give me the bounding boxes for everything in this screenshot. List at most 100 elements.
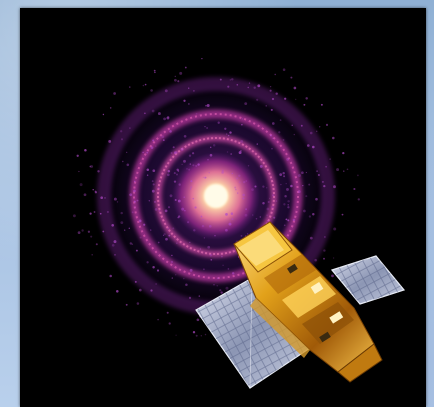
xray-speckle bbox=[188, 154, 192, 157]
xray-speckle bbox=[320, 103, 323, 106]
xray-speckle bbox=[323, 249, 326, 252]
xray-speckle bbox=[295, 98, 297, 101]
xray-speckle bbox=[284, 194, 287, 198]
xray-speckle bbox=[271, 147, 273, 150]
xray-speckle bbox=[114, 253, 116, 256]
xray-speckle bbox=[212, 144, 216, 147]
xray-speckle bbox=[155, 283, 157, 285]
xray-speckle bbox=[265, 187, 268, 189]
xray-speckle bbox=[139, 236, 142, 239]
xray-speckle bbox=[308, 215, 312, 218]
xray-speckle bbox=[172, 146, 175, 149]
xray-speckle bbox=[244, 102, 248, 105]
xray-speckle bbox=[189, 163, 192, 165]
xray-speckle bbox=[251, 214, 254, 216]
xray-speckle bbox=[262, 202, 265, 205]
xray-speckle bbox=[120, 211, 123, 215]
xray-speckle bbox=[94, 190, 97, 193]
xray-speckle bbox=[341, 213, 344, 216]
xray-speckle bbox=[204, 176, 207, 179]
xray-speckle bbox=[357, 174, 359, 177]
xray-speckle bbox=[100, 196, 104, 200]
xray-speckle bbox=[183, 99, 186, 102]
xray-speckle bbox=[254, 185, 257, 188]
xray-speckle bbox=[176, 173, 178, 176]
xray-speckle bbox=[245, 180, 247, 182]
xray-speckle bbox=[167, 116, 170, 119]
xray-speckle bbox=[305, 195, 308, 198]
xray-speckle bbox=[246, 233, 249, 235]
xray-speckle bbox=[77, 231, 81, 235]
xray-speckle bbox=[209, 146, 212, 149]
xray-speckle bbox=[316, 170, 318, 173]
xray-speckle bbox=[271, 122, 275, 125]
xray-speckle bbox=[315, 130, 318, 133]
xray-speckle bbox=[200, 215, 203, 218]
xray-speckle bbox=[282, 138, 285, 141]
xray-speckle bbox=[177, 80, 180, 83]
xray-speckle bbox=[174, 151, 178, 154]
xray-speckle bbox=[283, 175, 286, 178]
xray-speckle bbox=[142, 84, 145, 87]
xray-speckle bbox=[333, 185, 336, 189]
xray-speckle bbox=[135, 249, 138, 252]
xray-speckle bbox=[230, 153, 233, 155]
xray-speckle bbox=[279, 119, 282, 121]
xray-speckle bbox=[186, 168, 188, 170]
xray-speckle bbox=[192, 164, 195, 167]
xray-speckle bbox=[169, 194, 173, 198]
xray-speckle bbox=[146, 174, 149, 176]
xray-speckle bbox=[174, 198, 177, 202]
xray-speckle bbox=[201, 57, 203, 60]
xray-speckle bbox=[133, 200, 136, 203]
xray-speckle bbox=[270, 134, 272, 137]
xray-speckle bbox=[173, 151, 177, 154]
xray-speckle bbox=[120, 138, 124, 141]
xray-speckle bbox=[303, 103, 306, 106]
xray-speckle bbox=[321, 180, 324, 183]
xray-speckle bbox=[158, 210, 161, 212]
xray-speckle bbox=[183, 196, 186, 199]
xray-speckle bbox=[113, 92, 116, 95]
xray-speckle bbox=[116, 201, 119, 203]
xray-speckle bbox=[109, 274, 112, 278]
xray-speckle bbox=[227, 268, 230, 270]
xray-speckle bbox=[102, 113, 105, 116]
xray-speckle bbox=[138, 288, 142, 292]
xray-speckle bbox=[158, 187, 160, 189]
xray-speckle bbox=[168, 234, 171, 237]
xray-speckle bbox=[183, 159, 186, 163]
xray-speckle bbox=[166, 173, 170, 177]
xray-speckle bbox=[229, 131, 232, 134]
xray-speckle bbox=[167, 206, 171, 209]
xray-speckle bbox=[151, 180, 154, 183]
xray-speckle bbox=[282, 171, 285, 175]
xray-speckle bbox=[76, 154, 79, 157]
xray-speckle bbox=[197, 163, 200, 166]
xray-speckle bbox=[300, 124, 303, 127]
xray-speckle bbox=[174, 274, 177, 276]
xray-speckle bbox=[78, 170, 80, 173]
xray-speckle bbox=[129, 86, 131, 88]
xray-speckle bbox=[178, 183, 181, 186]
xray-speckle bbox=[181, 163, 183, 166]
xray-speckle bbox=[129, 127, 131, 129]
xray-speckle bbox=[84, 149, 87, 152]
xray-speckle bbox=[353, 187, 356, 191]
xray-speckle bbox=[94, 191, 98, 194]
xray-speckle bbox=[309, 236, 313, 240]
xray-speckle bbox=[153, 69, 156, 72]
xray-speckle bbox=[175, 242, 178, 245]
xray-speckle bbox=[256, 143, 258, 145]
xray-speckle bbox=[237, 192, 239, 194]
xray-speckle bbox=[283, 203, 286, 206]
xray-speckle bbox=[136, 302, 140, 305]
xray-speckle bbox=[146, 168, 150, 171]
xray-speckle bbox=[209, 153, 213, 157]
xray-speckle bbox=[268, 197, 271, 200]
xray-speckle bbox=[293, 86, 297, 90]
xray-speckle bbox=[305, 171, 308, 174]
xray-speckle bbox=[157, 112, 161, 116]
xray-speckle bbox=[152, 183, 155, 186]
xray-speckle bbox=[253, 86, 256, 89]
